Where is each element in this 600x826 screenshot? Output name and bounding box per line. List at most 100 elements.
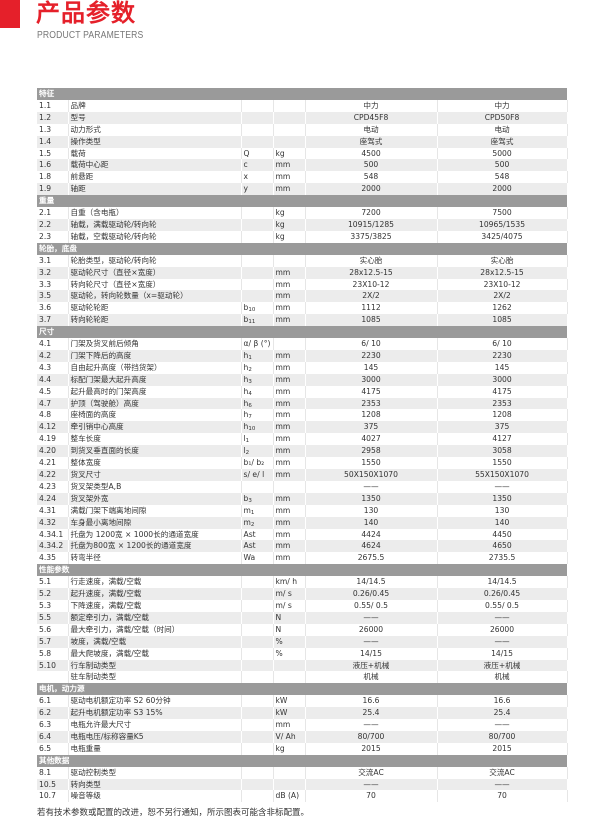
unit	[273, 254, 306, 267]
value-model-2: 0.26/0.45	[437, 588, 568, 600]
symbol	[241, 218, 274, 231]
symbol: Q	[241, 147, 274, 160]
row-number: 1.9	[37, 183, 69, 196]
symbol: Ast	[241, 528, 274, 541]
table-row: 5.6 最大牵引力，满载/空载（时间） N 26000 26000	[37, 623, 568, 636]
symbol	[241, 111, 274, 124]
value-model-1: ——	[305, 719, 438, 731]
parameter-name: 车身最小离地间隙	[68, 516, 242, 529]
symbol: Wa	[241, 552, 274, 565]
value-model-2: 液压+机械	[437, 659, 568, 672]
parameter-name: 下降速度，满载/空载	[68, 599, 242, 612]
table-row: 4.3 自由起升高度（带挡货架） h2 mm 145 145	[37, 361, 568, 374]
unit: mm	[273, 457, 306, 469]
unit	[273, 671, 306, 684]
value-model-1: 1208	[305, 409, 438, 422]
table-row: 4.7 护顶（驾驶舱）高度 h6 mm 2353 2353	[37, 397, 568, 410]
value-model-1: 2015	[305, 742, 438, 755]
parameter-name: 最大爬坡度，满载/空载	[68, 647, 242, 660]
section-title: 尺寸	[37, 326, 568, 339]
unit: mm	[273, 302, 306, 315]
symbol-base: h	[243, 374, 249, 384]
symbol-base: h	[243, 422, 249, 432]
value-model-1: 130	[305, 504, 438, 517]
value-model-2: 500	[437, 159, 568, 172]
value-model-2: 25.4	[437, 707, 568, 720]
symbol: s/ e/ l	[241, 469, 274, 481]
value-model-2: 2000	[437, 183, 568, 196]
symbol	[241, 730, 274, 743]
value-model-2: 3058	[437, 445, 568, 458]
symbol-subscript: 1	[250, 509, 255, 516]
symbol: h7	[241, 409, 274, 422]
value-model-1: ——	[305, 778, 438, 791]
value-model-2: 4175	[437, 385, 568, 398]
symbol	[241, 123, 274, 136]
value-model-2: 3000	[437, 373, 568, 386]
unit: mm	[273, 719, 306, 731]
row-number: 1.6	[37, 159, 69, 172]
symbol	[241, 623, 274, 636]
value-model-2: ——	[437, 719, 568, 731]
parameter-name: 托盘为 1200宽 × 1000长的通道宽度	[68, 528, 242, 541]
symbol: h1	[241, 349, 274, 362]
value-model-2: 4450	[437, 528, 568, 541]
value-model-1: 1085	[305, 314, 438, 327]
table-row: 4.22 货叉尺寸 s/ e/ l mm 50X150X1070 55X150X1070	[37, 469, 568, 481]
symbol: m1	[241, 504, 274, 517]
value-model-2: 2015	[437, 742, 568, 755]
row-number: 5.2	[37, 588, 69, 600]
row-number: 4.4	[37, 373, 69, 386]
row-number: 4.20	[37, 445, 69, 458]
symbol	[241, 99, 274, 112]
parameter-name: 行走速度，满载/空载	[68, 576, 242, 589]
section-header: 电机，动力源	[37, 683, 568, 696]
value-model-1: 10915/1285	[305, 218, 438, 231]
value-model-1: 25.4	[305, 707, 438, 720]
parameter-name: 转向类型	[68, 778, 242, 791]
unit: mm	[273, 492, 306, 505]
row-number: 4.22	[37, 469, 69, 481]
unit	[273, 123, 306, 136]
symbol-base: h	[243, 386, 249, 396]
table-row: 4.34.2 托盘为800宽 × 1200长的通道宽度 Ast mm 4624 4650	[37, 540, 568, 553]
symbol-base: b	[243, 303, 249, 313]
row-number: 5.5	[37, 611, 69, 624]
parameter-name: 标配门架最大起升高度	[68, 373, 242, 386]
parameter-name: 托盘为800宽 × 1200长的通道宽度	[68, 540, 242, 553]
parameter-name: 轴载，空载驱动轮/转向轮	[68, 230, 242, 243]
parameter-name: 起升速度，满载/空载	[68, 588, 242, 600]
section-header: 重量	[37, 195, 568, 208]
row-number: 4.35	[37, 552, 69, 565]
table-row: 3.1 轮胎类型，驱动轮/转向轮 实心胎 实心胎	[37, 254, 568, 267]
value-model-2: 机械	[437, 671, 568, 684]
unit	[273, 480, 306, 493]
value-model-1: ——	[305, 611, 438, 624]
row-number: 4.21	[37, 457, 69, 469]
row-number: 3.1	[37, 254, 69, 267]
value-model-2: 375	[437, 421, 568, 434]
unit: kg	[273, 147, 306, 160]
value-model-2: 1550	[437, 457, 568, 469]
table-row: 5.10 行车制动类型 液压+机械 液压+机械	[37, 659, 568, 672]
value-model-2: 26000	[437, 623, 568, 636]
symbol	[241, 207, 274, 219]
symbol-base: m	[243, 517, 251, 527]
symbol-base: m	[243, 505, 251, 515]
row-number: 3.3	[37, 278, 69, 291]
unit: kg	[273, 742, 306, 755]
symbol-subscript: 3	[248, 378, 252, 385]
value-model-2: ——	[437, 778, 568, 791]
symbol-base: b	[243, 315, 249, 325]
unit: mm	[273, 361, 306, 374]
parameter-name: 整体宽度	[68, 457, 242, 469]
symbol: b11	[241, 314, 274, 327]
table-row: 6.4 电瓶电压/标称容量K5 V/ Ah 80/700 80/700	[37, 730, 568, 743]
unit	[273, 111, 306, 124]
parameter-name: 自重（含电瓶）	[68, 207, 242, 219]
value-model-2: 6/ 10	[437, 338, 568, 350]
parameter-name: 前悬距	[68, 171, 242, 184]
unit: mm	[273, 183, 306, 196]
row-number: 6.5	[37, 742, 69, 755]
symbol-subscript: 10	[248, 307, 256, 314]
